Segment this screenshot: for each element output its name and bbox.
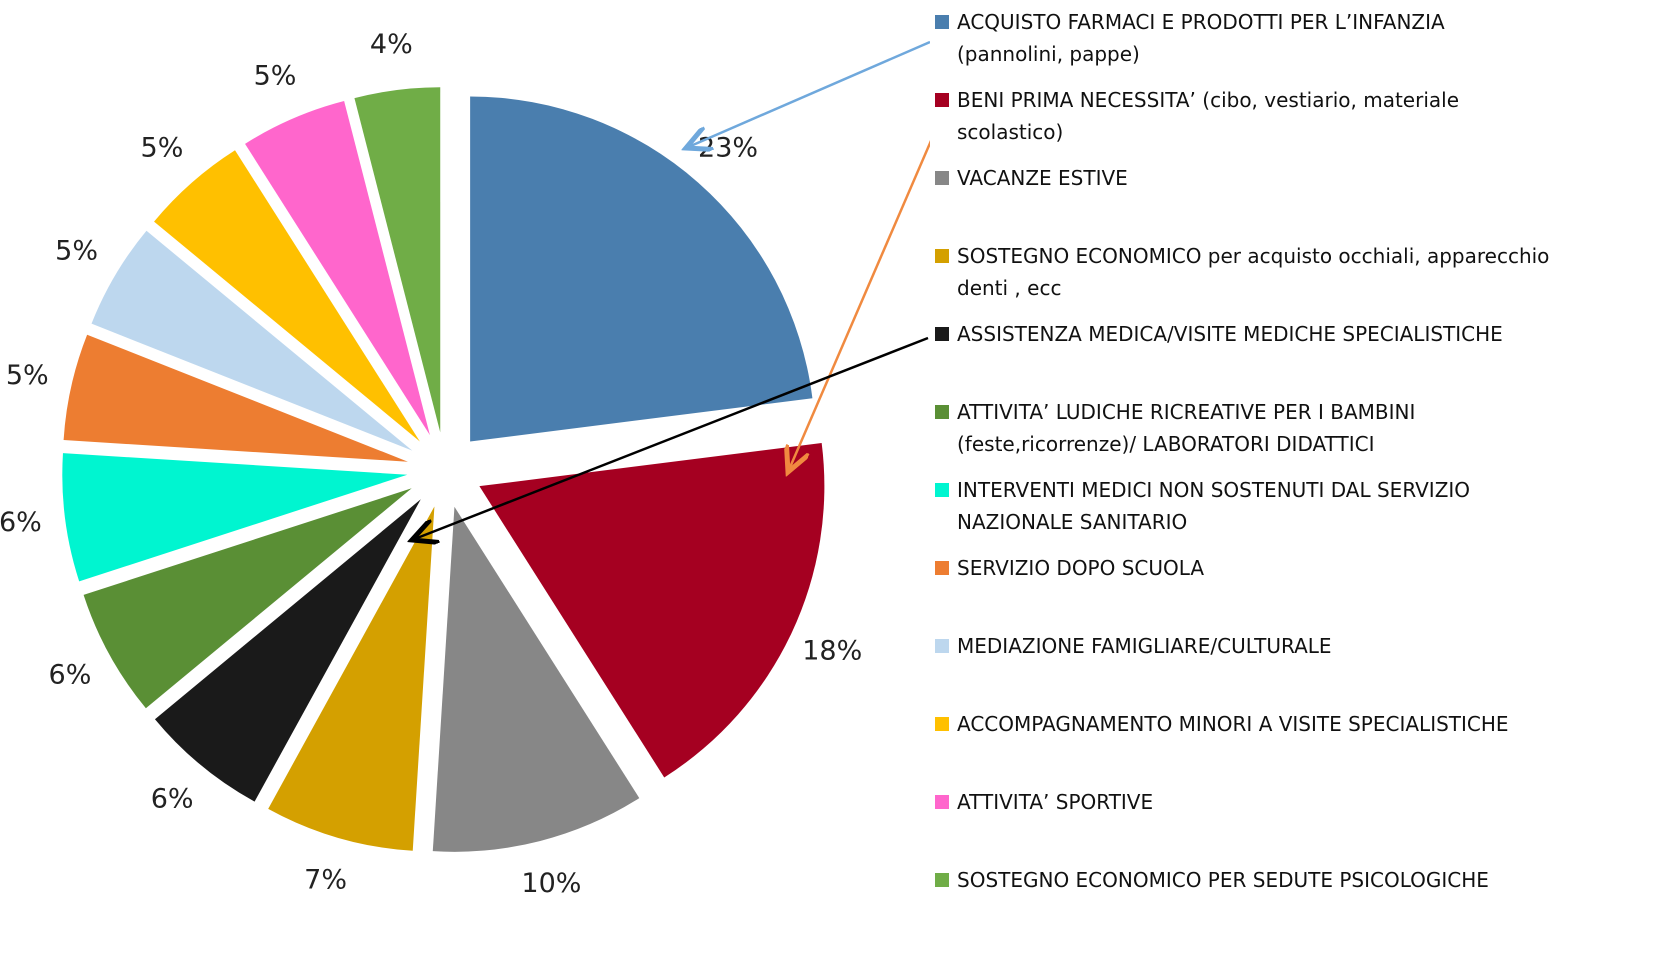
legend-swatch (935, 873, 949, 887)
slice (154, 499, 421, 802)
data-label: 4% (370, 29, 413, 60)
legend-swatch (935, 717, 949, 731)
legend-item: SOSTEGNO ECONOMICO PER SEDUTE PSICOLOGIC… (935, 864, 1555, 942)
legend-label: MEDIAZIONE FAMIGLIARE/CULTURALE (957, 634, 1332, 658)
legend-item: ATTIVITA’ LUDICHE RICREATIVE PER I BAMBI… (935, 396, 1555, 474)
legend-item: SERVIZIO DOPO SCUOLA (935, 552, 1555, 630)
legend-swatch (935, 639, 949, 653)
slice (479, 442, 825, 778)
legend-swatch (935, 249, 949, 263)
data-label: 10% (521, 868, 581, 899)
legend-label: INTERVENTI MEDICI NON SOSTENUTI DAL SERV… (957, 478, 1471, 534)
legend-item: ACQUISTO FARMACI E PRODOTTI PER L’INFANZ… (935, 6, 1555, 84)
data-label: 7% (304, 865, 347, 896)
legend-item: ATTIVITA’ SPORTIVE (935, 786, 1555, 864)
slice (245, 100, 430, 436)
legend-item: VACANZE ESTIVE (935, 162, 1555, 240)
legend-label: SOSTEGNO ECONOMICO per acquisto occhiali… (957, 244, 1550, 300)
legend-label: ATTIVITA’ SPORTIVE (957, 790, 1154, 814)
legend-label: ACQUISTO FARMACI E PRODOTTI PER L’INFANZ… (957, 10, 1445, 66)
legend-swatch (935, 93, 949, 107)
data-label: 5% (55, 236, 98, 267)
slice (470, 96, 813, 442)
legend-swatch (935, 795, 949, 809)
slice (83, 488, 412, 709)
legend-item: ACCOMPAGNAMENTO MINORI A VISITE SPECIALI… (935, 708, 1555, 786)
arrow (412, 336, 929, 540)
slice (62, 453, 408, 582)
legend-item: MEDIAZIONE FAMIGLIARE/CULTURALE (935, 630, 1555, 708)
chart: 23% 18% 10% 7% 6% 6% 6% 5% 5% 5% 5% 4% (0, 29, 930, 899)
legend-label: SERVIZIO DOPO SCUOLA (957, 556, 1205, 580)
legend-label: ATTIVITA’ LUDICHE RICREATIVE PER I BAMBI… (957, 400, 1416, 456)
legend-swatch (935, 561, 949, 575)
slice (354, 87, 441, 433)
legend-item: INTERVENTI MEDICI NON SOSTENUTI DAL SERV… (935, 474, 1555, 552)
legend-label: ACCOMPAGNAMENTO MINORI A VISITE SPECIALI… (957, 712, 1509, 736)
slice (63, 334, 408, 462)
legend-swatch (935, 327, 949, 341)
slice (432, 506, 640, 852)
legend-label: BENI PRIMA NECESSITA’ (cibo, vestiario, … (957, 88, 1460, 144)
legend-item: SOSTEGNO ECONOMICO per acquisto occhiali… (935, 240, 1555, 318)
data-label: 6% (151, 783, 194, 814)
arrow (686, 40, 930, 148)
data-label: 6% (0, 507, 42, 538)
data-label: 5% (141, 132, 184, 163)
legend-swatch (935, 405, 949, 419)
data-label: 5% (6, 360, 49, 391)
slice (91, 230, 413, 451)
slice (268, 506, 435, 851)
data-label: 6% (49, 660, 92, 691)
legend-item: BENI PRIMA NECESSITA’ (cibo, vestiario, … (935, 84, 1555, 162)
slice (154, 150, 420, 442)
arrow (788, 140, 930, 472)
legend-item: ASSISTENZA MEDICA/VISITE MEDICHE SPECIAL… (935, 318, 1555, 396)
data-label: 5% (254, 61, 297, 92)
pie: 23% 18% 10% 7% 6% 6% 6% 5% 5% 5% 5% 4% (0, 29, 862, 899)
data-label: 18% (802, 636, 862, 667)
legend-swatch (935, 483, 949, 497)
legend: ACQUISTO FARMACI E PRODOTTI PER L’INFANZ… (935, 6, 1555, 942)
legend-label: SOSTEGNO ECONOMICO PER SEDUTE PSICOLOGIC… (957, 868, 1489, 892)
legend-swatch (935, 15, 949, 29)
data-label: 23% (698, 132, 758, 163)
legend-swatch (935, 171, 949, 185)
legend-label: VACANZE ESTIVE (957, 166, 1128, 190)
legend-label: ASSISTENZA MEDICA/VISITE MEDICHE SPECIAL… (957, 322, 1503, 346)
